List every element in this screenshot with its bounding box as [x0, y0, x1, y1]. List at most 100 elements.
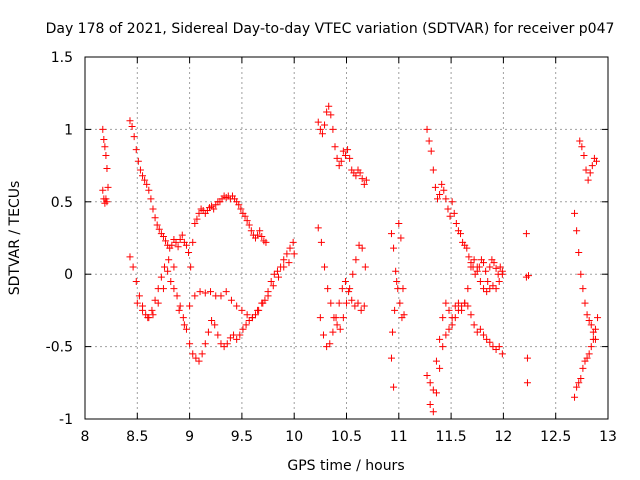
- data-point: [586, 169, 594, 177]
- data-point: [186, 340, 194, 348]
- data-point: [495, 343, 503, 351]
- data-point: [339, 147, 347, 155]
- data-point: [236, 331, 244, 339]
- data-point: [341, 151, 349, 159]
- data-point: [149, 311, 157, 319]
- data-point: [467, 263, 475, 271]
- data-point: [170, 285, 178, 293]
- data-point: [431, 183, 439, 191]
- data-point: [314, 224, 322, 232]
- data-point: [208, 317, 216, 325]
- data-point: [425, 137, 433, 145]
- data-point: [360, 302, 368, 310]
- data-point: [429, 386, 437, 394]
- data-point: [130, 133, 138, 141]
- data-point: [256, 227, 264, 235]
- data-point: [426, 379, 434, 387]
- data-point: [333, 321, 341, 329]
- data-point: [165, 256, 173, 264]
- data-point: [585, 350, 593, 358]
- data-point: [486, 285, 494, 293]
- data-point: [167, 277, 175, 285]
- data-point: [217, 340, 225, 348]
- data-point: [445, 306, 453, 314]
- data-point: [358, 244, 366, 252]
- data-point: [579, 285, 587, 293]
- data-point: [327, 299, 335, 307]
- data-point: [434, 195, 442, 203]
- data-point: [180, 321, 188, 329]
- data-point: [583, 354, 591, 362]
- data-point: [387, 354, 395, 362]
- data-point: [351, 302, 359, 310]
- data-point: [195, 209, 203, 217]
- data-point: [445, 325, 453, 333]
- data-point: [473, 328, 481, 336]
- data-point: [341, 277, 349, 285]
- data-point: [267, 277, 275, 285]
- data-point: [575, 379, 583, 387]
- data-point: [522, 230, 530, 238]
- data-point: [133, 299, 141, 307]
- data-point: [448, 198, 456, 206]
- data-point: [336, 325, 344, 333]
- data-point: [587, 343, 595, 351]
- data-point: [329, 328, 337, 336]
- data-point: [444, 205, 452, 213]
- data-point: [579, 364, 587, 372]
- data-point: [168, 241, 176, 249]
- data-point: [573, 383, 581, 391]
- data-point: [178, 231, 186, 239]
- data-point: [286, 244, 294, 252]
- data-point: [162, 237, 170, 245]
- data-point: [153, 221, 161, 229]
- data-point: [132, 146, 140, 154]
- data-point: [396, 299, 404, 307]
- data-point: [196, 288, 204, 296]
- data-point: [102, 151, 110, 159]
- series-arc-k: [522, 230, 533, 387]
- data-point: [211, 321, 219, 329]
- data-point: [452, 220, 460, 228]
- data-point: [480, 259, 488, 267]
- data-point: [343, 299, 350, 307]
- data-point: [241, 212, 249, 220]
- data-point: [458, 302, 466, 310]
- x-tick-label: 8: [81, 429, 90, 445]
- data-point: [480, 331, 488, 339]
- data-point: [258, 233, 266, 241]
- data-point: [333, 154, 341, 162]
- y-axis-label: SDTVAR / TECUs: [7, 181, 23, 296]
- x-tick-label: 13: [599, 429, 617, 445]
- data-point: [195, 357, 203, 365]
- data-point: [327, 111, 335, 119]
- data-point: [389, 328, 397, 336]
- data-point: [317, 238, 325, 246]
- y-tick-label: -1: [59, 412, 73, 428]
- data-point: [591, 325, 599, 333]
- x-tick-label: 11: [390, 429, 408, 445]
- data-point: [486, 338, 494, 346]
- data-point: [147, 195, 155, 203]
- data-point: [429, 408, 437, 416]
- data-point: [486, 263, 494, 271]
- data-point: [173, 292, 181, 300]
- data-point: [285, 259, 293, 267]
- data-point: [223, 340, 231, 348]
- data-point: [103, 164, 111, 172]
- data-point: [290, 250, 298, 258]
- data-point: [489, 343, 497, 351]
- data-point: [185, 248, 193, 256]
- data-point: [451, 302, 459, 310]
- data-point: [352, 256, 360, 264]
- data-point: [344, 146, 352, 154]
- data-point: [254, 306, 262, 314]
- data-point: [264, 292, 272, 300]
- data-point: [457, 230, 465, 238]
- data-point: [318, 130, 326, 138]
- data-point: [465, 253, 473, 261]
- data-point: [176, 302, 184, 310]
- data-point: [128, 123, 136, 131]
- series-arc-g: [387, 220, 408, 391]
